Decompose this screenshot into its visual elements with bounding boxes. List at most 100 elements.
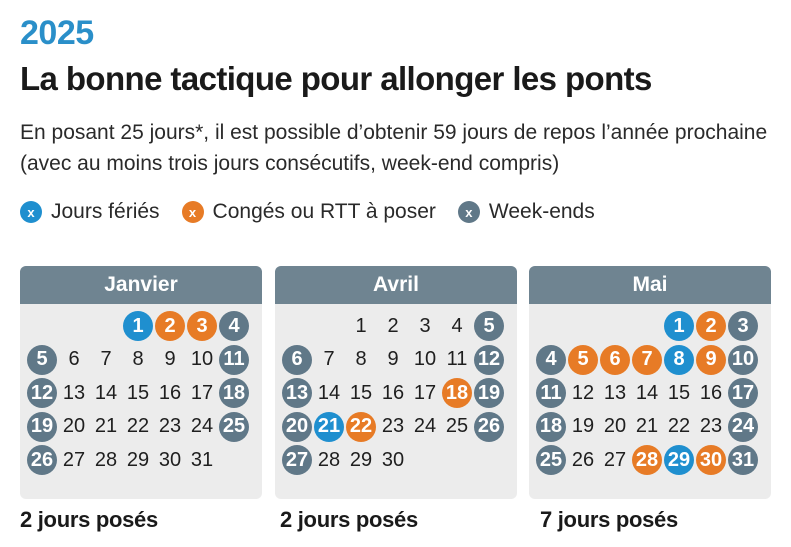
- day-janvier-1: 1: [123, 311, 153, 341]
- day-janvier-30: 30: [158, 448, 182, 471]
- day-mai-18: 18: [536, 411, 566, 442]
- day-avril-2: 2: [387, 314, 399, 337]
- day-janvier-19: 19: [27, 411, 57, 442]
- day-janvier-5: 5: [27, 344, 57, 375]
- day-janvier-28: 28: [94, 448, 118, 471]
- day-mai-27: 27: [603, 448, 627, 471]
- day-avril-22: 22: [346, 411, 376, 442]
- day-avril-27: 27: [282, 445, 312, 475]
- day-janvier-16: 16: [158, 381, 182, 404]
- day-mai-1: 1: [664, 311, 694, 341]
- day-mai-31: 31: [728, 445, 758, 475]
- day-avril-14: 14: [317, 381, 341, 404]
- calendar-grid-mai: 1 2 3 4 5 6 7 8 9 10 11 12 13 14 15 16 17 18 19 20 21 22 23 24 2…: [529, 304, 771, 499]
- calendar-grid-avril: 1 2 3 4 5 6 7 8 9 10 11 12 13 14 15 16 17 18 19 20 21 22 23 24 2…: [275, 304, 517, 499]
- legend-dot-conges: x: [181, 201, 204, 223]
- month-card-mai: Mai 1 2 3 4 5 6 7 8 9 10 11 12 13 14 15 16 17 18 19 20 21 22 2…: [529, 266, 771, 499]
- day-avril-29: 29: [349, 448, 373, 471]
- day-janvier-8: 8: [132, 348, 144, 370]
- day-janvier-7: 7: [100, 348, 112, 370]
- day-mai-9: 9: [696, 344, 726, 375]
- day-mai-13: 13: [603, 381, 627, 404]
- day-janvier-13: 13: [62, 381, 86, 404]
- footer-janvier: 2 jours posés: [20, 507, 158, 532]
- day-mai-23: 23: [699, 415, 723, 437]
- day-avril-5: 5: [474, 311, 504, 341]
- day-janvier-11: 11: [219, 344, 249, 375]
- day-janvier-12: 12: [27, 378, 57, 408]
- day-mai-26: 26: [571, 448, 595, 471]
- day-avril-12: 12: [474, 344, 504, 375]
- month-header-janvier: Janvier: [20, 266, 262, 304]
- day-avril-21: 21: [314, 411, 344, 442]
- legend-dot-feries: x: [20, 201, 42, 223]
- day-avril-4: 4: [451, 314, 463, 337]
- day-mai-4: 4: [536, 344, 566, 375]
- day-mai-10: 10: [728, 344, 758, 375]
- subtitle: En posant 25 jours*, il est possible d’o…: [20, 121, 768, 175]
- day-avril-7: 7: [323, 348, 335, 370]
- day-avril-25: 25: [445, 415, 469, 437]
- day-mai-29: 29: [664, 445, 694, 475]
- day-janvier-20: 20: [62, 415, 86, 437]
- day-janvier-29: 29: [126, 448, 150, 471]
- day-mai-17: 17: [728, 378, 758, 408]
- day-avril-11: 11: [446, 348, 468, 370]
- day-janvier-31: 31: [190, 448, 214, 471]
- month-header-avril: Avril: [275, 266, 517, 304]
- day-janvier-22: 22: [126, 415, 150, 437]
- day-avril-19: 19: [474, 378, 504, 408]
- legend-label-feries: Jours fériés: [51, 200, 160, 223]
- day-mai-25: 25: [536, 445, 566, 475]
- legend-item-weekends: x Week-ends: [457, 200, 595, 224]
- month-header-mai: Mai: [529, 266, 771, 304]
- day-janvier-10: 10: [190, 348, 214, 370]
- month-card-avril: Avril 1 2 3 4 5 6 7 8 9 10 11 12 13 14 15 16 17 18 19 20 21 2…: [275, 266, 517, 499]
- day-mai-20: 20: [603, 415, 627, 437]
- page-title: La bonne tactique pour allonger les pont…: [20, 60, 652, 97]
- day-janvier-18: 18: [219, 378, 249, 408]
- legend-label-weekends: Week-ends: [488, 200, 595, 223]
- day-mai-22: 22: [667, 415, 691, 437]
- day-mai-5: 5: [568, 344, 598, 375]
- day-mai-28: 28: [632, 445, 662, 475]
- day-janvier-23: 23: [158, 415, 182, 437]
- day-janvier-2: 2: [155, 311, 185, 341]
- footer-avril: 2 jours posés: [280, 507, 418, 532]
- day-mai-2: 2: [696, 311, 726, 341]
- day-mai-3: 3: [728, 311, 758, 341]
- day-mai-12: 12: [571, 381, 595, 404]
- day-janvier-3: 3: [187, 311, 217, 341]
- day-avril-20: 20: [282, 411, 312, 442]
- day-mai-8: 8: [664, 344, 694, 375]
- legend-item-feries: x Jours fériés: [20, 200, 160, 224]
- day-mai-6: 6: [600, 344, 630, 375]
- day-mai-15: 15: [667, 381, 691, 404]
- day-avril-16: 16: [381, 381, 405, 404]
- day-janvier-21: 21: [94, 415, 118, 437]
- day-janvier-4: 4: [219, 311, 249, 341]
- day-avril-17: 17: [413, 381, 437, 404]
- day-janvier-27: 27: [62, 448, 86, 471]
- day-mai-14: 14: [635, 381, 659, 404]
- day-avril-8: 8: [355, 348, 367, 370]
- day-janvier-26: 26: [27, 445, 57, 475]
- day-janvier-6: 6: [68, 348, 80, 370]
- day-mai-19: 19: [571, 415, 595, 437]
- day-mai-7: 7: [632, 344, 662, 375]
- day-avril-18: 18: [442, 378, 472, 408]
- calendar-grid-janvier: 1 2 3 4 5 6 7 8 9 10 11 12 13 14 15 16 17 18 19 20 21 22 23 24 2…: [20, 304, 262, 499]
- footer-mai: 7 jours posés: [540, 507, 678, 532]
- day-avril-28: 28: [317, 448, 341, 471]
- day-janvier-24: 24: [190, 415, 214, 437]
- day-avril-24: 24: [413, 415, 437, 437]
- day-avril-15: 15: [349, 381, 373, 404]
- legend-item-conges: x Congés ou RTT à poser: [181, 200, 436, 224]
- year-heading: 2025: [20, 14, 94, 52]
- day-mai-24: 24: [728, 411, 758, 442]
- day-janvier-25: 25: [219, 411, 249, 442]
- day-avril-9: 9: [387, 348, 399, 370]
- day-janvier-14: 14: [94, 381, 118, 404]
- legend: x Jours fériés x Congés ou RTT à poser x…: [20, 200, 617, 224]
- day-avril-3: 3: [419, 314, 431, 337]
